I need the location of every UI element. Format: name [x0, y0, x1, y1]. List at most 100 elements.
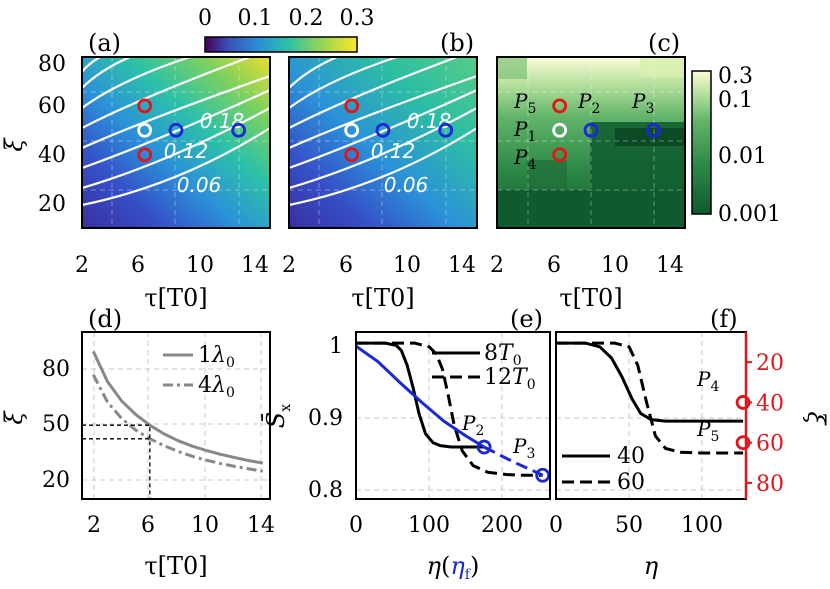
panel-a-markers	[137, 98, 247, 163]
panel-c-xtick: 10	[601, 253, 629, 278]
marker-point	[583, 122, 599, 138]
panel-f-xlabel: η	[644, 552, 659, 580]
marker-point	[438, 122, 454, 138]
panel-c-colorbar-tick: 0.01	[718, 144, 767, 169]
panel-a-xlabel: τ[T0]	[144, 284, 207, 312]
reference-box-outer	[82, 424, 151, 499]
point-label-f-p4: P4	[696, 367, 719, 395]
point-marker	[535, 467, 551, 483]
panel-d-xtick: 10	[191, 513, 219, 538]
panel-a-xtick: 2	[75, 253, 89, 278]
panel-e-ytick: 0.9	[308, 406, 343, 431]
series-line-solid	[91, 350, 264, 465]
panel-e-xlabel: η(ηf)	[427, 552, 480, 583]
panel-a-xtick: 14	[241, 253, 269, 278]
right-tick-label: 40	[756, 391, 784, 416]
panel-c-markers	[552, 98, 662, 163]
panel-a-contour-label: 0.12	[164, 139, 209, 163]
panel-e-label: (e)	[510, 305, 543, 333]
panel-c-blocks	[497, 57, 685, 228]
panel-e-lines	[356, 341, 544, 477]
marker-point	[646, 122, 662, 138]
panel-f-xtick: 100	[681, 513, 723, 538]
series-line-dashed	[483, 445, 544, 477]
panel-d-lines	[82, 350, 264, 499]
panel-e-points	[476, 439, 551, 483]
panel-d-ytick: 50	[42, 412, 70, 437]
panel-c-xtick: 6	[547, 253, 561, 278]
panel-d-xtick: 2	[87, 513, 101, 538]
panel-a-frame	[81, 56, 271, 229]
top-colorbar: 0 0.1 0.2 0.3	[198, 6, 375, 53]
panel-f-right-ticks: 20 40 60 80	[746, 351, 784, 497]
panel-b-contour-label: 0.06	[384, 173, 429, 197]
marker-point	[344, 98, 360, 114]
panel-f-label: (f)	[710, 305, 738, 333]
panel-a-contour-label: 0.18	[200, 109, 245, 133]
legend-text-1lambda0: 1λ0	[198, 343, 235, 371]
marker-point	[552, 98, 568, 114]
panel-a-ylabel: ξ	[0, 137, 28, 152]
panel-a: 0.18 0.12 0.06 (a) 80 60 40 20 ξ 2 6 10 …	[0, 29, 271, 312]
panel-a-ytick: 80	[38, 52, 66, 77]
panel-c-colorbar-tick: 0.1	[718, 88, 753, 113]
panel-b-xtick: 10	[393, 253, 421, 278]
panel-b-xtick: 6	[339, 253, 353, 278]
legend-text-60: 60	[617, 470, 645, 495]
panel-b-label: (b)	[440, 29, 474, 57]
panel-d-ylabel: ξ	[0, 410, 28, 425]
panel-a-ytick: 60	[38, 94, 66, 119]
panel-b: 0.18 0.12 0.06 (b) 2 6 10 14 τ[T0]	[282, 29, 478, 312]
panel-e-grid	[356, 332, 550, 499]
panel-c-xlabel: τ[T0]	[559, 284, 622, 312]
panel-c: P5 P1 P4 P2 P3 (c) 0.3 0.1 0.01 0.001 2 …	[490, 29, 781, 312]
right-tick-label: 20	[756, 351, 784, 376]
marker-point	[137, 122, 153, 138]
series-line-solid	[356, 341, 485, 449]
legend-text-4lambda0: 4λ0	[198, 373, 235, 401]
marker-point	[552, 147, 568, 163]
series-line-dashed	[356, 341, 543, 477]
panel-c-colorbar	[691, 70, 712, 215]
right-tick-label: 60	[756, 432, 784, 457]
panel-f-lines	[556, 341, 744, 455]
marker-point	[344, 122, 360, 138]
series-line-dashed	[556, 341, 744, 455]
panel-d-xlabel: τ[T0]	[144, 552, 207, 580]
panel-b-xlabel: τ[T0]	[351, 284, 414, 312]
panel-b-contour-label: 0.12	[371, 139, 416, 163]
legend-text-40: 40	[617, 444, 645, 469]
point-marker	[476, 439, 492, 455]
panel-a-ytick: 20	[38, 192, 66, 217]
panel-a-contours	[82, 57, 270, 228]
panel-a-ytick: 40	[38, 143, 66, 168]
panel-c-colorbar-tick: 0.3	[718, 64, 753, 89]
panel-d-xtick: 6	[141, 513, 155, 538]
panel-e-ytick: 0.8	[308, 478, 343, 503]
panel-e-frame	[355, 331, 551, 500]
marker-point	[552, 122, 568, 138]
panel-d-ytick: 80	[42, 357, 70, 382]
panel-c-xtick: 2	[490, 253, 504, 278]
point-label-e-p3: P3	[512, 434, 535, 462]
panel-c-xtick: 14	[656, 253, 684, 278]
marker-point	[231, 122, 247, 138]
point-label-e-p2: P2	[461, 411, 484, 439]
panel-a-xtick: 10	[186, 253, 214, 278]
panel-f-xtick: 50	[615, 513, 643, 538]
panel-b-contour-label: 0.18	[407, 109, 452, 133]
panel-a-label: (a)	[88, 29, 121, 57]
panel-e-ylabel: S̄x	[262, 404, 294, 428]
panel-d-frame	[81, 331, 271, 500]
panel-b-markers	[344, 98, 454, 163]
marker-point	[375, 122, 391, 138]
series-line-solid	[356, 344, 485, 449]
panel-a-xtick: 6	[131, 253, 145, 278]
panel-c-label: (c)	[648, 29, 680, 57]
legend-text-8t0: 8T0	[484, 341, 522, 369]
panel-d-ytick: 20	[42, 468, 70, 493]
panel-d-grid	[82, 332, 270, 499]
panel-d: 1λ0 4λ0 (d) 80 50 20 ξ 2 6 10 14 τ[T0]	[0, 305, 275, 580]
panel-a-contour-label: 0.06	[177, 173, 222, 197]
